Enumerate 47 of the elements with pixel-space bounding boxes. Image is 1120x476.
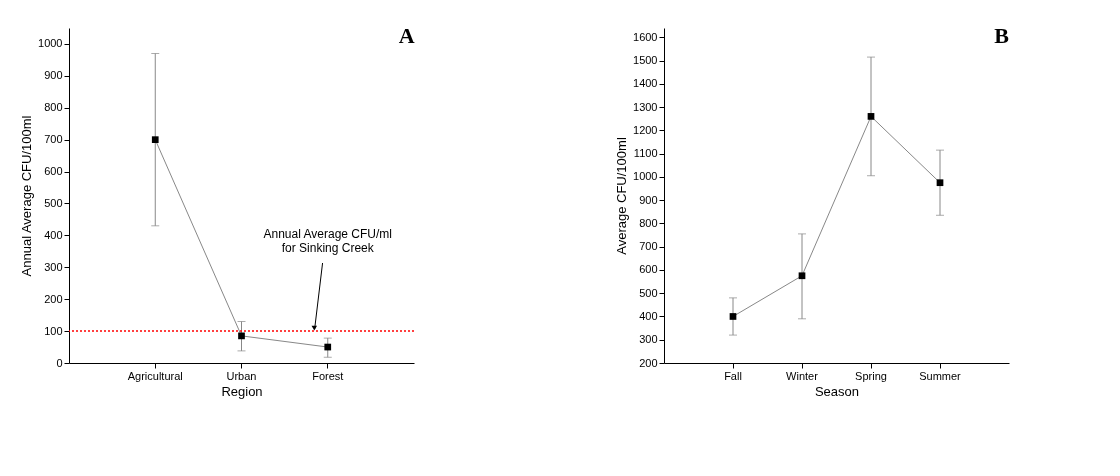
- point: [151, 136, 159, 144]
- chart-title: B: [994, 23, 1010, 48]
- y-tick-label: 1600: [633, 30, 658, 43]
- x-tick-label: Forest: [312, 369, 344, 382]
- y-axis-title: Annual Average CFU/100ml: [19, 115, 35, 277]
- x-tick-label: Agricultural: [127, 369, 183, 382]
- y-tick-label: 900: [639, 193, 658, 206]
- x-tick-label: Spring: [855, 369, 887, 382]
- y-tick-label: 600: [639, 263, 658, 276]
- ref-line-label: Annual Average CFU/ml for Sinking Creek: [263, 227, 393, 255]
- y-tick-label: 800: [44, 101, 63, 114]
- y-tick-label: 1400: [633, 77, 658, 90]
- y-tick-label: 400: [639, 309, 658, 322]
- y-tick-label: 500: [639, 286, 658, 299]
- x-axis-title: Region: [221, 383, 263, 399]
- y-axis-title: Average CFU/100ml: [614, 137, 630, 255]
- y-tick-label: 700: [44, 133, 63, 146]
- y-tick-label: 800: [639, 216, 658, 229]
- y-tick-label: 1100: [633, 147, 658, 160]
- x-tick-label: Winter: [786, 369, 819, 382]
- y-tick-label: 300: [44, 260, 63, 273]
- y-tick-label: 1000: [38, 37, 63, 50]
- y-tick-label: 200: [639, 356, 658, 369]
- y-tick-label: 500: [44, 196, 63, 209]
- y-tick-label: 400: [44, 228, 63, 241]
- x-tick-label: Fall: [724, 369, 742, 382]
- x-axis-title: Season: [814, 383, 860, 399]
- chart-title: A: [398, 23, 415, 48]
- y-tick-label: 1300: [633, 100, 658, 113]
- y-tick-label: 1200: [633, 123, 658, 136]
- y-tick-label: 700: [639, 240, 658, 253]
- point: [867, 113, 875, 120]
- x-tick-label: Urban: [226, 369, 257, 382]
- y-tick-label: 1500: [633, 54, 658, 67]
- y-tick-label: 0: [56, 356, 63, 369]
- y-tick-label: 100: [44, 324, 63, 337]
- y-tick-label: 200: [44, 292, 63, 305]
- point: [729, 313, 737, 320]
- y-tick-label: 900: [44, 69, 63, 82]
- y-tick-label: 300: [639, 333, 658, 346]
- y-tick-label: 1000: [633, 170, 658, 183]
- y-tick-label: 600: [44, 165, 63, 178]
- x-tick-label: Summer: [919, 369, 962, 382]
- point: [238, 332, 245, 340]
- point: [324, 343, 332, 351]
- point: [936, 179, 944, 187]
- point: [798, 272, 806, 280]
